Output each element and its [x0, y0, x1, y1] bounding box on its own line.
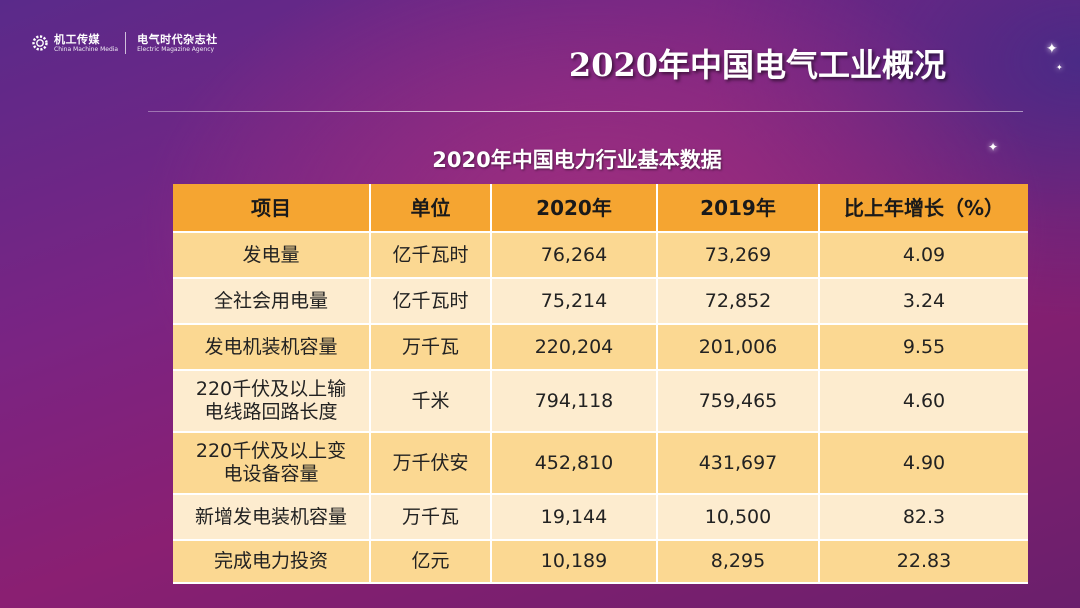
table-cell: 亿元 [371, 541, 492, 584]
table-grid: 项目 单位 2020年 2019年 比上年增长（%） 发电量 亿千瓦时 76,2… [173, 184, 1028, 584]
logo: 机工传媒 China Machine Media 电气时代杂志社 Electri… [30, 32, 218, 54]
header-cell-2020: 2020年 [492, 184, 658, 233]
brand-name-cn: 机工传媒 [54, 32, 100, 46]
table-cell: 8,295 [658, 541, 820, 584]
sparkle-icon: ✦ [988, 140, 999, 154]
table-cell: 亿千瓦时 [371, 233, 492, 279]
table-cell: 发电量 [173, 233, 371, 279]
table-cell: 4.09 [820, 233, 1028, 279]
table-cell: 新增发电装机容量 [173, 495, 371, 541]
table-cell: 794,118 [492, 371, 658, 433]
table-cell: 10,189 [492, 541, 658, 584]
header-cell-growth: 比上年增长（%） [820, 184, 1028, 233]
table-cell: 76,264 [492, 233, 658, 279]
table-cell: 发电机装机容量 [173, 325, 371, 371]
gear-logo-icon [32, 35, 48, 51]
brand-name-en: China Machine Media [54, 45, 119, 53]
table-cell: 220千伏及以上输电线路回路长度 [173, 371, 371, 433]
table-cell: 9.55 [820, 325, 1028, 371]
table-cell: 759,465 [658, 371, 820, 433]
table-cell: 75,214 [492, 279, 658, 325]
logo-divider [125, 32, 127, 54]
table-cell: 4.60 [820, 371, 1028, 433]
header-cell-2019: 2019年 [658, 184, 820, 233]
table-cell: 4.90 [820, 433, 1028, 495]
header-cell-item: 项目 [173, 184, 371, 233]
agency-name-en: Electric Magazine Agency [137, 45, 215, 53]
table-cell: 72,852 [658, 279, 820, 325]
table-cell: 220,204 [492, 325, 658, 371]
table-cell: 452,810 [492, 433, 658, 495]
table-cell: 201,006 [658, 325, 820, 371]
agency-name-cn: 电气时代杂志社 [137, 32, 218, 46]
sparkle-icon: ✦ [1056, 63, 1063, 72]
table-cell: 万千瓦 [371, 325, 492, 371]
table-cell: 73,269 [658, 233, 820, 279]
table-cell: 82.3 [820, 495, 1028, 541]
table-cell: 完成电力投资 [173, 541, 371, 584]
sparkle-icon: ✦ [1046, 41, 1058, 57]
table-cell: 10,500 [658, 495, 820, 541]
table-cell: 220千伏及以上变电设备容量 [173, 433, 371, 495]
table-cell: 亿千瓦时 [371, 279, 492, 325]
table-cell: 万千瓦 [371, 495, 492, 541]
data-table: 项目 单位 2020年 2019年 比上年增长（%） 发电量 亿千瓦时 76,2… [173, 184, 1028, 584]
header-cell-unit: 单位 [371, 184, 492, 233]
table-cell: 431,697 [658, 433, 820, 495]
table-cell: 万千伏安 [371, 433, 492, 495]
table-title: 2020年中国电力行业基本数据 [432, 148, 722, 172]
table-cell: 3.24 [820, 279, 1028, 325]
table-cell: 全社会用电量 [173, 279, 371, 325]
page-title: 2020年中国电气工业概况 [568, 46, 946, 84]
table-cell: 千米 [371, 371, 492, 433]
table-cell: 19,144 [492, 495, 658, 541]
title-divider [148, 111, 1023, 112]
table-cell: 22.83 [820, 541, 1028, 584]
